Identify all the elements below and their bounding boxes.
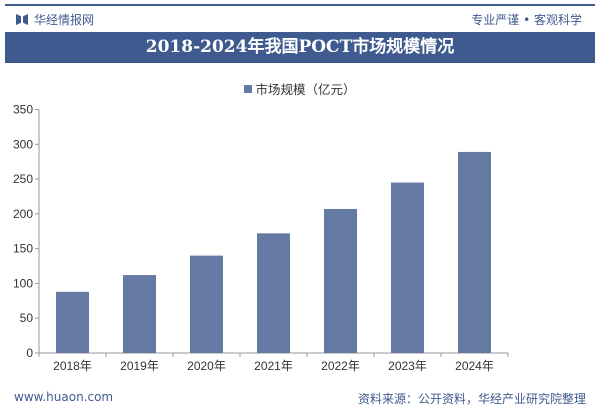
bar-2022年 [324, 208, 357, 353]
x-tick-label: 2019年 [120, 359, 159, 373]
y-tick-label: 200 [13, 207, 33, 221]
chart-title: 2018-2024年我国POCT市场规模情况 [5, 32, 595, 63]
bar-2024年 [458, 151, 491, 353]
footer-url[interactable]: www.huaon.com [14, 390, 114, 404]
x-tick-label: 2021年 [254, 359, 293, 373]
x-tick-label: 2020年 [187, 359, 226, 373]
y-tick-label: 300 [13, 137, 33, 151]
slogan: 专业严谨 • 客观科学 [471, 13, 582, 27]
footer-source: 资料来源：公开资料，华经产业研究院整理 [357, 392, 586, 406]
y-tick-label: 100 [13, 276, 33, 290]
brand-name: 华经情报网 [34, 13, 95, 27]
y-tick-label: 250 [13, 172, 33, 186]
y-tick-label: 0 [26, 346, 33, 360]
bar-2018年 [56, 291, 89, 353]
bar-2020年 [190, 255, 223, 353]
legend-swatch [244, 85, 253, 93]
bar-2019年 [123, 275, 156, 353]
bar-2023年 [391, 182, 424, 353]
y-tick-label: 50 [20, 311, 34, 325]
bar-2021年 [257, 233, 290, 353]
x-tick-label: 2023年 [388, 359, 427, 373]
x-tick-label: 2022年 [321, 359, 360, 373]
brand: 华经情报网 [16, 11, 94, 28]
x-tick-label: 2018年 [53, 359, 92, 373]
legend: 市场规模（亿元） [0, 79, 600, 98]
y-tick-label: 350 [13, 103, 33, 117]
y-tick-label: 150 [13, 242, 33, 256]
top-rule [5, 4, 595, 6]
legend-label: 市场规模（亿元） [255, 82, 356, 97]
x-tick-label: 2024年 [455, 359, 494, 373]
